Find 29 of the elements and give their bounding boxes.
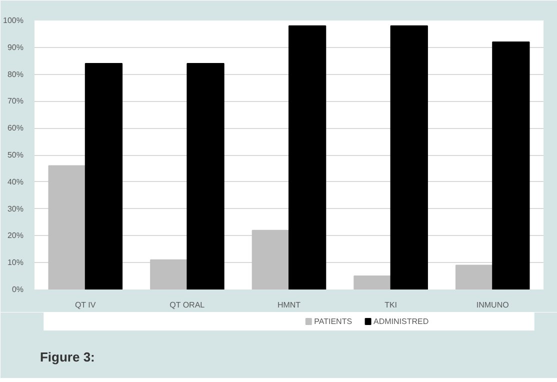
- bar: [150, 259, 188, 290]
- x-tick-label: HMNT: [277, 300, 301, 310]
- bar: [186, 63, 224, 290]
- y-tick-label: 20%: [7, 231, 24, 240]
- legend-label: PATIENTS: [314, 317, 352, 326]
- x-tick-label: QT IV: [74, 300, 96, 310]
- x-tick-label: TKI: [384, 300, 398, 310]
- y-tick-label: 10%: [7, 258, 24, 268]
- y-tick-label: 40%: [7, 177, 24, 186]
- legend-label: ADMINISTRED: [374, 317, 429, 326]
- y-tick-label: 90%: [7, 42, 24, 52]
- bar: [48, 165, 86, 290]
- bar: [390, 25, 428, 290]
- y-tick-label: 80%: [7, 70, 24, 79]
- y-tick-label: 60%: [7, 124, 24, 133]
- y-tick-label: 100%: [3, 16, 24, 25]
- bar: [252, 230, 290, 290]
- bar: [492, 42, 530, 290]
- caption: Figure 3:: [40, 350, 95, 364]
- bar: [84, 63, 123, 290]
- bar: [354, 276, 392, 290]
- y-tick-label: 70%: [7, 96, 24, 106]
- x-tick-label: QT ORAL: [170, 300, 206, 310]
- bar: [455, 264, 494, 290]
- y-tick-label: 50%: [7, 150, 24, 160]
- bar: [288, 25, 326, 290]
- y-tick-label: 30%: [7, 204, 24, 214]
- x-tick-label: INMUNO: [476, 300, 509, 310]
- y-tick-label: 0%: [12, 285, 24, 294]
